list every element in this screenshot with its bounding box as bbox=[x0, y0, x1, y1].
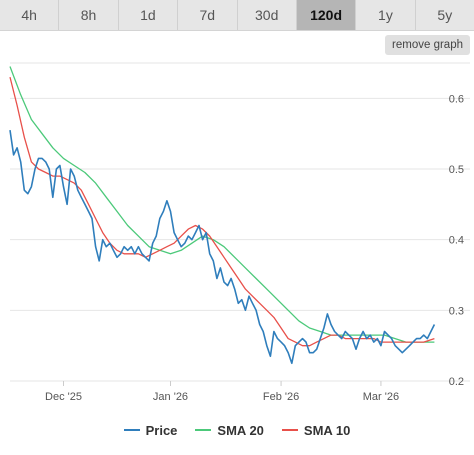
tab-8h[interactable]: 8h bbox=[59, 0, 119, 30]
series-line-sma10 bbox=[9, 76, 435, 347]
legend-item-sma20[interactable]: SMA 20 bbox=[195, 422, 264, 438]
series-line-sma20 bbox=[9, 66, 435, 343]
y-tick-label: 0.4 bbox=[449, 235, 464, 247]
y-tick-label: 0.3 bbox=[449, 305, 464, 317]
legend-label-sma20: SMA 20 bbox=[217, 422, 264, 438]
chart-legend: Price SMA 20 SMA 10 bbox=[0, 420, 474, 440]
y-tick-label: 0.5 bbox=[449, 164, 464, 176]
tab-1d[interactable]: 1d bbox=[119, 0, 179, 30]
legend-label-sma10: SMA 10 bbox=[303, 422, 351, 438]
legend-item-sma10[interactable]: SMA 10 bbox=[281, 422, 351, 438]
series-line-price bbox=[9, 129, 436, 365]
legend-swatch-sma10 bbox=[281, 429, 298, 431]
y-tick-label: 0.2 bbox=[449, 376, 464, 388]
remove-graph-button[interactable]: remove graph bbox=[385, 35, 470, 55]
x-tick-label: Mar '26 bbox=[363, 391, 399, 403]
price-chart: 0.2 0.3 0.4 0.5 0.6 Dec '25 Jan '26 Feb '26 Mar … bbox=[9, 62, 470, 403]
tab-30d[interactable]: 30d bbox=[238, 0, 297, 30]
tab-1y[interactable]: 1y bbox=[356, 0, 416, 30]
y-tick-label: 0.6 bbox=[449, 93, 464, 105]
x-tick-label: Jan '26 bbox=[153, 391, 188, 403]
x-tick-label: Feb '26 bbox=[263, 391, 299, 403]
legend-swatch-sma20 bbox=[195, 429, 212, 431]
legend-label-price: Price bbox=[145, 422, 178, 438]
legend-swatch-price bbox=[123, 429, 140, 431]
tab-5y[interactable]: 5y bbox=[437, 7, 453, 23]
legend-item-price[interactable]: Price bbox=[123, 422, 178, 438]
tab-120d[interactable]: 120d bbox=[296, 0, 357, 30]
x-tick-label: Dec '25 bbox=[45, 391, 82, 403]
tab-4h[interactable]: 4h bbox=[0, 0, 60, 30]
timeframe-tabs: 4h 8h 1d 7d 30d 120d 1y 5y bbox=[0, 0, 474, 31]
tab-7d[interactable]: 7d bbox=[178, 0, 238, 30]
